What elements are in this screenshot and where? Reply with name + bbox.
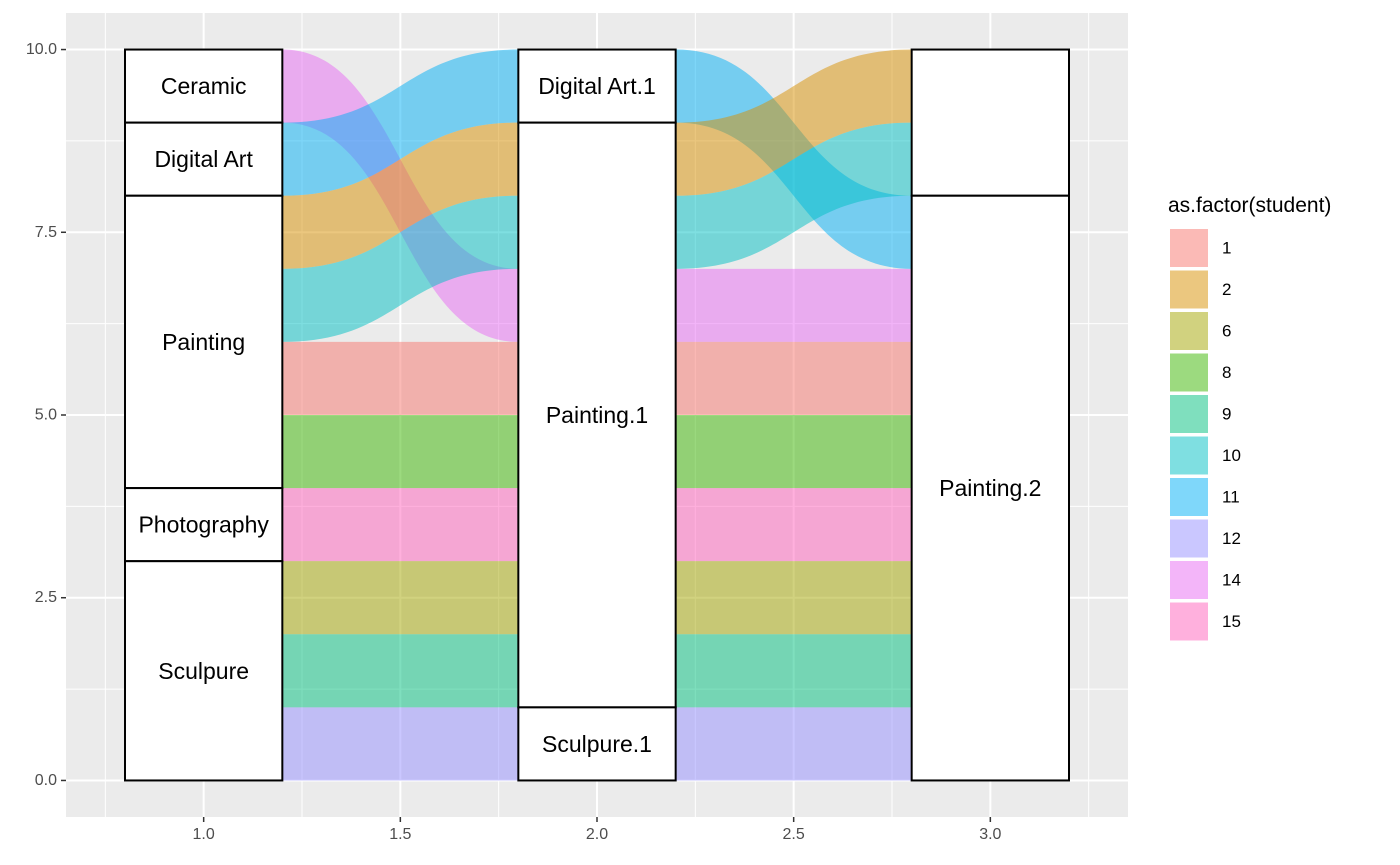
stratum-layer: Ceramic Digital Art Painting Photography Scu… — [124, 48, 1071, 782]
x-tick-label: 2.5 — [783, 826, 805, 843]
legend-label: 1 — [1222, 239, 1231, 258]
flow-student-6 — [282, 561, 519, 635]
stratum-label: Digital Art.1 — [538, 73, 656, 99]
legend-key-15 — [1170, 602, 1208, 641]
legend-label: 2 — [1222, 280, 1231, 299]
stratum-label: Ceramic — [161, 73, 247, 99]
y-tick-label: 7.5 — [35, 224, 57, 241]
legend-label: 15 — [1222, 612, 1241, 631]
stratum-box — [517, 121, 677, 709]
stratum-box — [124, 194, 284, 490]
stratum-box — [910, 194, 1071, 782]
flow-student-8 — [282, 415, 519, 489]
legend-label: 8 — [1222, 363, 1231, 382]
flow-student-15 — [282, 488, 519, 562]
flow-student-14 — [675, 268, 912, 342]
legend-label: 14 — [1222, 571, 1241, 590]
flow-student-11 — [282, 49, 519, 196]
stratum-label: Sculpure.1 — [542, 731, 652, 757]
legend-key-11 — [1170, 478, 1208, 516]
flow-student-2 — [282, 122, 519, 269]
y-tick-label: 0.0 — [35, 772, 57, 789]
legend-key-8 — [1170, 353, 1208, 392]
axis-ticks: 0.0 2.5 5.0 7.5 10.0 1.0 1.5 2.0 2.5 3.0 — [26, 41, 1002, 843]
flow-student-9 — [675, 634, 912, 708]
legend-label: 12 — [1222, 529, 1241, 548]
flow-student-10 — [282, 195, 519, 342]
flow-student-2 — [675, 49, 912, 196]
stratum-box — [124, 48, 284, 124]
flow-student-1 — [282, 341, 519, 415]
stratum-box — [517, 48, 677, 124]
flow-student-1 — [675, 341, 912, 415]
legend-key-2 — [1170, 270, 1208, 309]
legend-key-14 — [1170, 561, 1208, 599]
stratum-box — [910, 48, 1071, 197]
flow-student-9 — [282, 634, 519, 708]
x-tick-label: 1.5 — [389, 826, 411, 843]
stratum-label: Sculpure — [158, 658, 249, 684]
flow-student-15 — [675, 488, 912, 562]
flow-student-6 — [675, 561, 912, 635]
stratum-label: Painting.1 — [546, 402, 648, 428]
flow-student-12 — [675, 707, 912, 781]
y-tick-label: 10.0 — [26, 41, 57, 58]
legend-key-10 — [1170, 436, 1208, 475]
y-tick-label: 2.5 — [35, 589, 57, 606]
flow-student-12 — [282, 707, 519, 781]
legend-label: 9 — [1222, 405, 1231, 424]
legend-key-1 — [1170, 229, 1208, 267]
legend-label: 6 — [1222, 322, 1231, 341]
flow-student-10 — [675, 122, 912, 269]
legend-key-6 — [1170, 312, 1208, 350]
legend-key-12 — [1170, 519, 1208, 558]
flow-student-8 — [675, 415, 912, 489]
x-tick-label: 3.0 — [979, 826, 1001, 843]
y-tick-label: 5.0 — [35, 407, 57, 424]
legend-title: as.factor(student) — [1168, 194, 1331, 217]
legend-label: 10 — [1222, 446, 1241, 465]
stratum-label: Painting — [162, 329, 245, 355]
stratum-label: Photography — [138, 512, 269, 538]
stratum-box — [124, 487, 284, 563]
stratum-label: Painting.2 — [939, 475, 1041, 501]
flow-layer — [282, 49, 912, 781]
stratum-box — [517, 706, 677, 782]
stratum-label: Digital Art — [154, 146, 253, 172]
stratum-box — [124, 560, 284, 782]
legend-label: 11 — [1222, 488, 1240, 507]
x-tick-label: 2.0 — [586, 826, 608, 843]
legend-key-9 — [1170, 395, 1208, 433]
x-tick-label: 1.0 — [193, 826, 215, 843]
